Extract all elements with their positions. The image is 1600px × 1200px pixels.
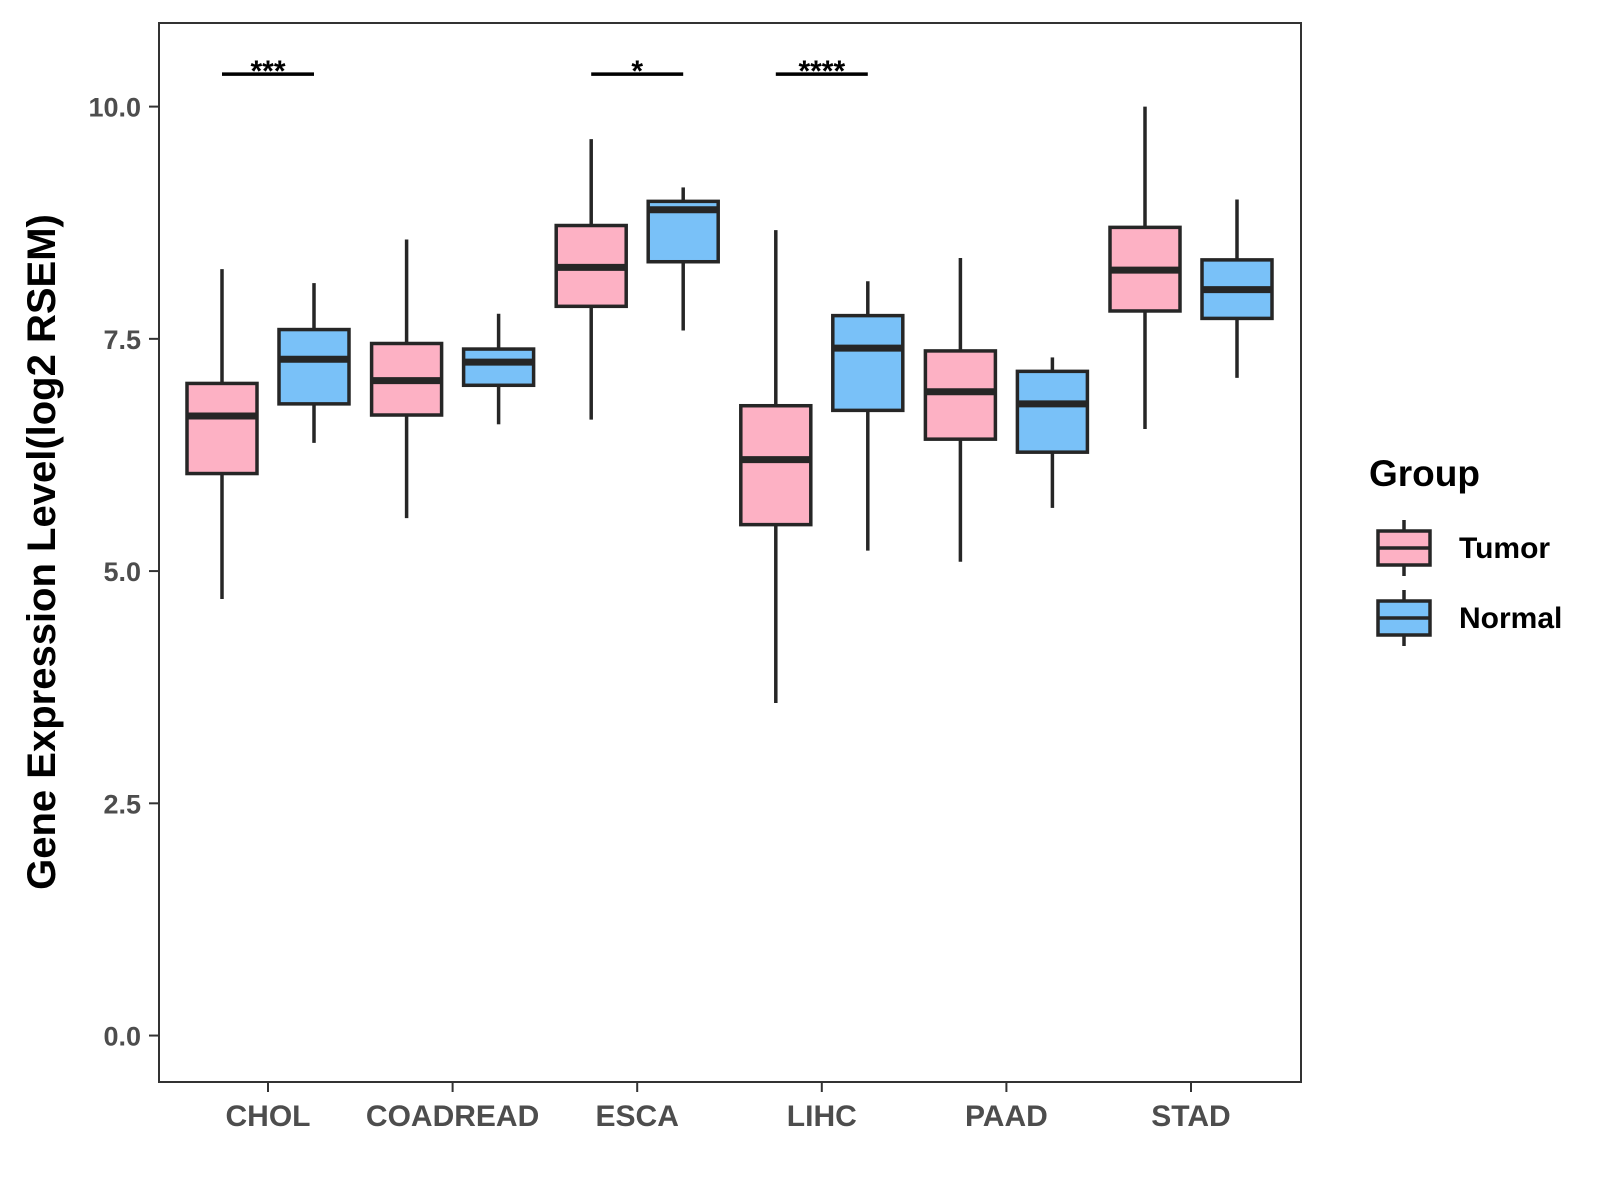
- y-tick-label: 10.0: [88, 93, 141, 123]
- x-tick-label: STAD: [1151, 1100, 1230, 1133]
- chart-marks: 0.0 2.5 5.0 7.5 10.0 CHOL COADREAD ESCA LIHC PAAD…: [88, 55, 1274, 1133]
- y-tick-label: 5.0: [103, 557, 141, 587]
- box-tumor-lihc: [739, 403, 813, 527]
- y-tick-label: 7.5: [103, 325, 141, 355]
- box-normal-coadread: [461, 347, 536, 388]
- box-normal-lihc: [831, 313, 905, 413]
- legend-label-tumor: Tumor: [1459, 532, 1550, 565]
- x-tick-label: PAAD: [965, 1100, 1048, 1133]
- y-tick-label: 2.5: [103, 789, 141, 819]
- x-tick-label: COADREAD: [366, 1100, 539, 1133]
- legend-title: Group: [1369, 453, 1480, 494]
- plot-panel: [158, 22, 1302, 1083]
- box-normal-paad: [1015, 369, 1090, 454]
- box-tumor-chol: [185, 381, 259, 476]
- y-axis-title: Gene Expression Level(log2 RSEM): [20, 214, 64, 890]
- significance-label: ***: [250, 55, 285, 88]
- y-tick-label: 0.0: [103, 1022, 141, 1052]
- x-tick-label: ESCA: [596, 1100, 679, 1133]
- legend: Group Tumor Normal: [1369, 453, 1562, 646]
- legend-label-normal: Normal: [1459, 602, 1562, 635]
- box-normal-chol: [277, 327, 351, 406]
- x-tick-label: LIHC: [787, 1100, 857, 1133]
- significance-label: ****: [798, 55, 845, 88]
- x-tick-label: CHOL: [226, 1100, 311, 1133]
- significance-label: *: [631, 55, 643, 88]
